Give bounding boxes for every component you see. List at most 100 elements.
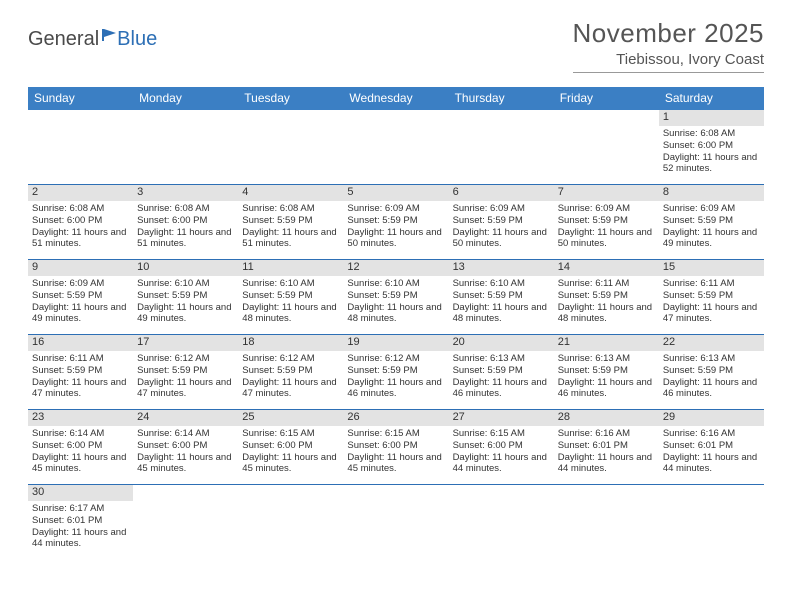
cell-body: Sunrise: 6:08 AMSunset: 6:00 PMDaylight:… <box>133 201 238 254</box>
sun-info-line: Daylight: 11 hours and 45 minutes. <box>32 452 129 476</box>
sun-info-line: Daylight: 11 hours and 52 minutes. <box>663 152 760 176</box>
sun-info-line: Sunrise: 6:15 AM <box>242 428 339 440</box>
sun-info-line: Sunrise: 6:08 AM <box>242 203 339 215</box>
sun-info-line: Daylight: 11 hours and 48 minutes. <box>347 302 444 326</box>
calendar-week: 23Sunrise: 6:14 AMSunset: 6:00 PMDayligh… <box>28 410 764 485</box>
cell-body: Sunrise: 6:08 AMSunset: 6:00 PMDaylight:… <box>659 126 764 179</box>
cell-body: Sunrise: 6:09 AMSunset: 5:59 PMDaylight:… <box>659 201 764 254</box>
sun-info-line: Sunrise: 6:12 AM <box>242 353 339 365</box>
cell-body <box>554 126 659 131</box>
sun-info-line: Sunset: 5:59 PM <box>137 365 234 377</box>
calendar-cell: 11Sunrise: 6:10 AMSunset: 5:59 PMDayligh… <box>238 260 343 334</box>
sun-info-line: Sunset: 5:59 PM <box>558 290 655 302</box>
calendar-cell: 22Sunrise: 6:13 AMSunset: 5:59 PMDayligh… <box>659 335 764 409</box>
calendar-cell <box>554 110 659 184</box>
cell-body <box>343 501 448 506</box>
sun-info-line: Sunrise: 6:14 AM <box>137 428 234 440</box>
cell-body: Sunrise: 6:16 AMSunset: 6:01 PMDaylight:… <box>554 426 659 479</box>
date-number: 8 <box>659 185 764 201</box>
cell-body: Sunrise: 6:15 AMSunset: 6:00 PMDaylight:… <box>449 426 554 479</box>
calendar-cell: 4Sunrise: 6:08 AMSunset: 5:59 PMDaylight… <box>238 185 343 259</box>
cell-body: Sunrise: 6:08 AMSunset: 5:59 PMDaylight:… <box>238 201 343 254</box>
sun-info-line: Sunset: 6:01 PM <box>663 440 760 452</box>
calendar-cell <box>343 110 448 184</box>
calendar-cell: 12Sunrise: 6:10 AMSunset: 5:59 PMDayligh… <box>343 260 448 334</box>
cell-body <box>238 126 343 131</box>
calendar-cell: 15Sunrise: 6:11 AMSunset: 5:59 PMDayligh… <box>659 260 764 334</box>
sun-info-line: Sunrise: 6:16 AM <box>663 428 760 440</box>
weeks-container: 1Sunrise: 6:08 AMSunset: 6:00 PMDaylight… <box>28 110 764 559</box>
calendar-week: 16Sunrise: 6:11 AMSunset: 5:59 PMDayligh… <box>28 335 764 410</box>
calendar-cell: 1Sunrise: 6:08 AMSunset: 6:00 PMDaylight… <box>659 110 764 184</box>
sun-info-line: Sunrise: 6:08 AM <box>663 128 760 140</box>
cell-body: Sunrise: 6:13 AMSunset: 5:59 PMDaylight:… <box>554 351 659 404</box>
date-number: 18 <box>238 335 343 351</box>
date-number <box>238 110 343 126</box>
cell-body: Sunrise: 6:09 AMSunset: 5:59 PMDaylight:… <box>343 201 448 254</box>
date-number: 15 <box>659 260 764 276</box>
sun-info-line: Daylight: 11 hours and 44 minutes. <box>558 452 655 476</box>
cell-body: Sunrise: 6:13 AMSunset: 5:59 PMDaylight:… <box>659 351 764 404</box>
logo-text-general: General <box>28 28 99 51</box>
sun-info-line: Sunrise: 6:16 AM <box>558 428 655 440</box>
weekday-label: Monday <box>133 87 238 110</box>
date-number: 19 <box>343 335 448 351</box>
calendar-cell <box>133 110 238 184</box>
sun-info-line: Sunrise: 6:13 AM <box>663 353 760 365</box>
cell-body: Sunrise: 6:10 AMSunset: 5:59 PMDaylight:… <box>449 276 554 329</box>
sun-info-line: Sunset: 5:59 PM <box>663 290 760 302</box>
cell-body: Sunrise: 6:15 AMSunset: 6:00 PMDaylight:… <box>238 426 343 479</box>
date-number: 9 <box>28 260 133 276</box>
calendar-cell: 24Sunrise: 6:14 AMSunset: 6:00 PMDayligh… <box>133 410 238 484</box>
date-number <box>659 485 764 501</box>
logo-text-blue: Blue <box>117 28 157 51</box>
calendar-cell: 9Sunrise: 6:09 AMSunset: 5:59 PMDaylight… <box>28 260 133 334</box>
calendar-cell: 23Sunrise: 6:14 AMSunset: 6:00 PMDayligh… <box>28 410 133 484</box>
calendar-cell: 27Sunrise: 6:15 AMSunset: 6:00 PMDayligh… <box>449 410 554 484</box>
calendar-cell: 6Sunrise: 6:09 AMSunset: 5:59 PMDaylight… <box>449 185 554 259</box>
brand-logo: General Blue <box>28 28 157 51</box>
cell-body <box>449 501 554 506</box>
sun-info-line: Sunset: 6:00 PM <box>242 440 339 452</box>
sun-info-line: Daylight: 11 hours and 46 minutes. <box>558 377 655 401</box>
sun-info-line: Daylight: 11 hours and 48 minutes. <box>242 302 339 326</box>
page-header: General Blue November 2025 Tiebissou, Iv… <box>0 0 792 81</box>
sun-info-line: Sunset: 5:59 PM <box>663 215 760 227</box>
cell-body <box>343 126 448 131</box>
sun-info-line: Sunrise: 6:14 AM <box>32 428 129 440</box>
sun-info-line: Daylight: 11 hours and 50 minutes. <box>453 227 550 251</box>
cell-body: Sunrise: 6:12 AMSunset: 5:59 PMDaylight:… <box>133 351 238 404</box>
cell-body: Sunrise: 6:10 AMSunset: 5:59 PMDaylight:… <box>133 276 238 329</box>
weekday-label: Friday <box>554 87 659 110</box>
date-number: 2 <box>28 185 133 201</box>
cell-body: Sunrise: 6:16 AMSunset: 6:01 PMDaylight:… <box>659 426 764 479</box>
cell-body: Sunrise: 6:15 AMSunset: 6:00 PMDaylight:… <box>343 426 448 479</box>
calendar-cell: 2Sunrise: 6:08 AMSunset: 6:00 PMDaylight… <box>28 185 133 259</box>
flag-icon <box>100 27 120 48</box>
date-number: 25 <box>238 410 343 426</box>
sun-info-line: Sunrise: 6:09 AM <box>558 203 655 215</box>
cell-body: Sunrise: 6:17 AMSunset: 6:01 PMDaylight:… <box>28 501 133 554</box>
weekday-label: Sunday <box>28 87 133 110</box>
date-number: 16 <box>28 335 133 351</box>
sun-info-line: Sunrise: 6:10 AM <box>347 278 444 290</box>
date-number <box>343 110 448 126</box>
sun-info-line: Sunset: 5:59 PM <box>558 365 655 377</box>
sun-info-line: Daylight: 11 hours and 44 minutes. <box>453 452 550 476</box>
calendar-cell <box>133 485 238 559</box>
calendar-cell: 18Sunrise: 6:12 AMSunset: 5:59 PMDayligh… <box>238 335 343 409</box>
calendar-cell <box>659 485 764 559</box>
calendar-cell: 3Sunrise: 6:08 AMSunset: 6:00 PMDaylight… <box>133 185 238 259</box>
date-number: 29 <box>659 410 764 426</box>
sun-info-line: Sunrise: 6:17 AM <box>32 503 129 515</box>
calendar-cell: 19Sunrise: 6:12 AMSunset: 5:59 PMDayligh… <box>343 335 448 409</box>
sun-info-line: Sunrise: 6:13 AM <box>558 353 655 365</box>
sun-info-line: Sunset: 6:00 PM <box>137 215 234 227</box>
date-number <box>449 485 554 501</box>
sun-info-line: Sunset: 6:01 PM <box>558 440 655 452</box>
cell-body: Sunrise: 6:12 AMSunset: 5:59 PMDaylight:… <box>238 351 343 404</box>
cell-body <box>554 501 659 506</box>
sun-info-line: Sunset: 5:59 PM <box>347 215 444 227</box>
date-number: 27 <box>449 410 554 426</box>
cell-body <box>133 501 238 506</box>
